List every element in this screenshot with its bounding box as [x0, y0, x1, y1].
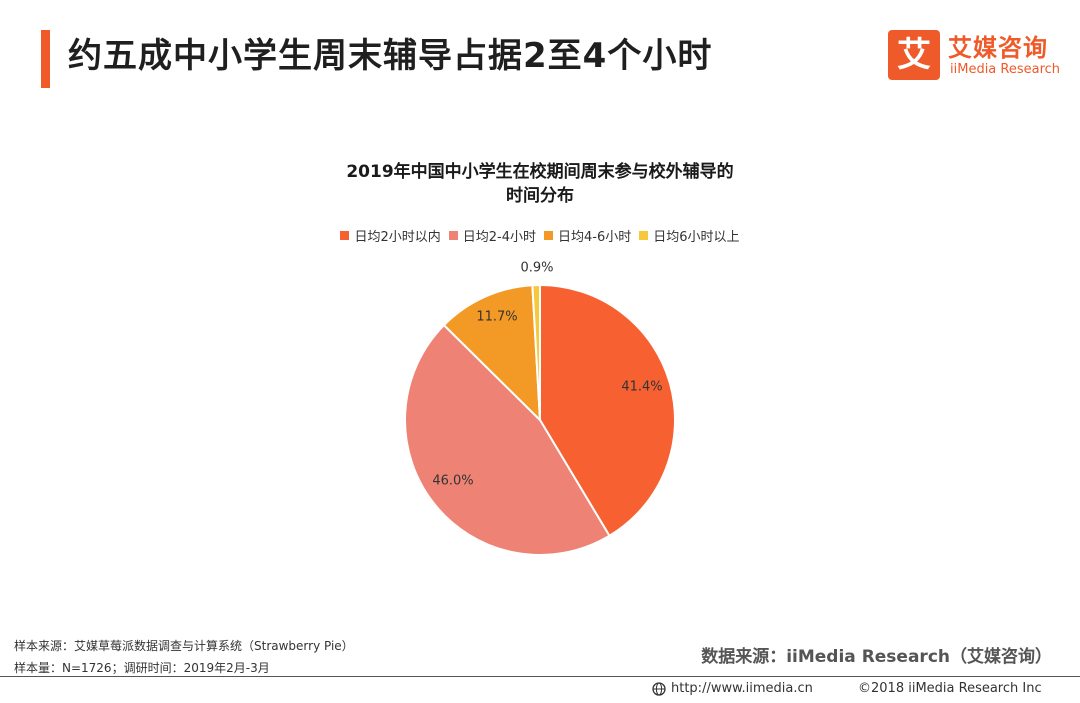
footer-url-text[interactable]: http://www.iimedia.cn	[671, 681, 813, 696]
legend-label: 日均6小时以上	[653, 230, 740, 245]
logo-mark: 艾	[888, 30, 940, 80]
chart-legend: 日均2小时以内 日均2-4小时 日均4-6小时 日均6小时以上	[0, 226, 1080, 245]
chart-title-line2: 时间分布	[506, 186, 574, 206]
legend-swatch	[340, 231, 350, 240]
sample-size-note: 样本量：N=1726；调研时间：2019年2月-3月	[14, 661, 270, 675]
globe-icon	[652, 681, 666, 696]
slice-data-label: 0.9%	[520, 261, 553, 276]
legend-swatch	[544, 231, 553, 240]
legend-item: 日均4-6小时	[544, 226, 631, 245]
pie-slice	[531, 283, 541, 421]
legend-item: 日均2小时以内	[340, 226, 441, 245]
legend-swatch	[639, 231, 649, 240]
slice-data-label: 46.0%	[432, 474, 473, 489]
legend-label: 日均2-4小时	[462, 230, 536, 245]
copyright: ©2018 iiMedia Research Inc	[858, 681, 1042, 696]
page-title: 约五成中小学生周末辅导占据2至4个小时	[68, 36, 713, 76]
slice-data-label: 41.4%	[621, 380, 662, 395]
title-accent-bar	[41, 30, 50, 88]
sample-source-note: 样本来源：艾媒草莓派数据调查与计算系统（Strawberry Pie）	[14, 639, 354, 653]
legend-item: 日均6小时以上	[639, 226, 740, 245]
pie-slice	[404, 323, 611, 556]
slice-data-label: 11.7%	[476, 310, 517, 325]
footer-url[interactable]: http://www.iimedia.cn	[652, 681, 813, 696]
footer-divider	[0, 676, 1080, 677]
legend-item: 日均2-4小时	[448, 226, 536, 245]
chart-title-line1: 2019年中国中小学生在校期间周末参与校外辅导的	[346, 162, 734, 182]
chart-title: 2019年中国中小学生在校期间周末参与校外辅导的 时间分布	[290, 160, 790, 208]
logo-cn-name: 艾媒咨询	[948, 34, 1048, 62]
logo-en-name: iiMedia Research	[950, 62, 1061, 77]
pie-slice	[442, 284, 542, 423]
pie-slice	[539, 283, 676, 538]
data-source-note: 数据来源：iiMedia Research（艾媒咨询）	[701, 647, 1052, 667]
iimedia-logo: 艾 艾媒咨询 iiMedia Research	[888, 28, 1068, 84]
legend-label: 日均4-6小时	[558, 230, 632, 245]
legend-swatch	[448, 231, 458, 240]
legend-label: 日均2小时以内	[354, 230, 441, 245]
